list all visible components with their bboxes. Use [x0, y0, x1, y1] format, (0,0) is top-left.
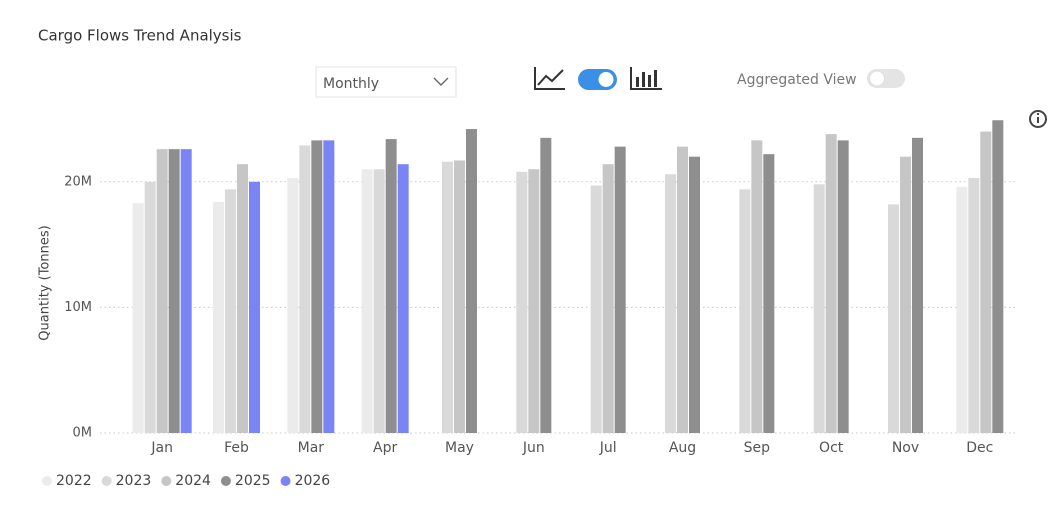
y-tick-label: 0M	[73, 426, 93, 441]
chart-title: Cargo Flows Trend Analysis	[38, 27, 242, 45]
x-tick-label: May	[445, 440, 474, 456]
bar	[323, 140, 335, 434]
bar	[751, 140, 763, 434]
bar-view-icon[interactable]	[630, 67, 662, 90]
bar	[168, 149, 180, 434]
x-tick-label: Feb	[224, 440, 249, 456]
legend-marker	[220, 476, 231, 486]
legend-marker	[101, 476, 112, 486]
bar	[813, 184, 825, 433]
bar	[132, 203, 144, 433]
x-tick-label: Nov	[892, 440, 919, 456]
bar	[900, 156, 911, 433]
bar	[516, 171, 528, 433]
bar	[156, 149, 168, 434]
x-tick-label: Jun	[522, 440, 545, 456]
x-tick-label: Jul	[599, 440, 617, 456]
bar	[249, 181, 260, 433]
bar	[968, 178, 980, 433]
bar	[454, 160, 465, 433]
bar	[287, 178, 299, 433]
bar	[614, 146, 626, 433]
bar	[361, 169, 373, 434]
bar	[144, 181, 156, 433]
bar	[385, 139, 397, 433]
legend-marker	[161, 476, 172, 486]
x-tick-label: Dec	[966, 440, 993, 456]
x-tick-label: Oct	[819, 440, 844, 456]
dropdown-arrow	[433, 77, 449, 86]
legend-label: 2024	[175, 473, 211, 489]
legend-marker	[280, 476, 291, 486]
bar	[689, 156, 700, 433]
bar	[180, 149, 192, 434]
x-tick-label: Mar	[298, 440, 325, 456]
bar	[528, 169, 540, 434]
info-icon[interactable]	[1029, 110, 1047, 128]
legend-marker	[42, 476, 52, 486]
aggregated-toggle[interactable]	[867, 69, 905, 88]
bar	[225, 189, 236, 433]
x-tick-label: Apr	[373, 440, 397, 456]
bar	[590, 185, 602, 433]
bar	[739, 189, 751, 433]
y-axis-label: Quantity (Tonnes)	[38, 225, 53, 340]
bar	[888, 204, 899, 433]
x-tick-label: Sep	[744, 440, 771, 456]
legend-label: 2022	[56, 473, 92, 489]
bar	[299, 145, 311, 433]
bar	[540, 137, 552, 433]
toggle-label: Aggregated View	[737, 72, 857, 88]
bar	[466, 129, 477, 433]
bar	[311, 140, 323, 434]
dropdown-box[interactable]	[315, 66, 457, 98]
bar	[602, 164, 614, 433]
line-view-icon[interactable]	[534, 67, 565, 90]
bar	[837, 140, 849, 434]
bar	[213, 201, 224, 433]
bar	[763, 154, 775, 433]
bar	[980, 131, 992, 433]
legend-label: 2023	[116, 473, 152, 489]
x-tick-label: Jan	[150, 440, 173, 456]
y-tick-label: 10M	[64, 300, 92, 315]
bar	[992, 120, 1004, 434]
legend-label: 2025	[235, 473, 271, 489]
period-dropdown[interactable]: Monthly	[315, 66, 457, 98]
bar	[956, 186, 968, 433]
bar	[397, 164, 409, 433]
y-tick-label: 20M	[64, 174, 92, 189]
dropdown-label[interactable]: Monthly	[323, 76, 379, 92]
bar	[912, 137, 923, 433]
bar	[665, 174, 676, 433]
view-toggle[interactable]	[578, 69, 617, 90]
x-tick-label: Aug	[669, 440, 696, 456]
bar	[373, 169, 385, 434]
bar	[677, 146, 688, 433]
bar	[825, 134, 837, 433]
bar	[442, 161, 453, 434]
legend-label: 2026	[295, 473, 331, 489]
bar	[237, 164, 248, 433]
